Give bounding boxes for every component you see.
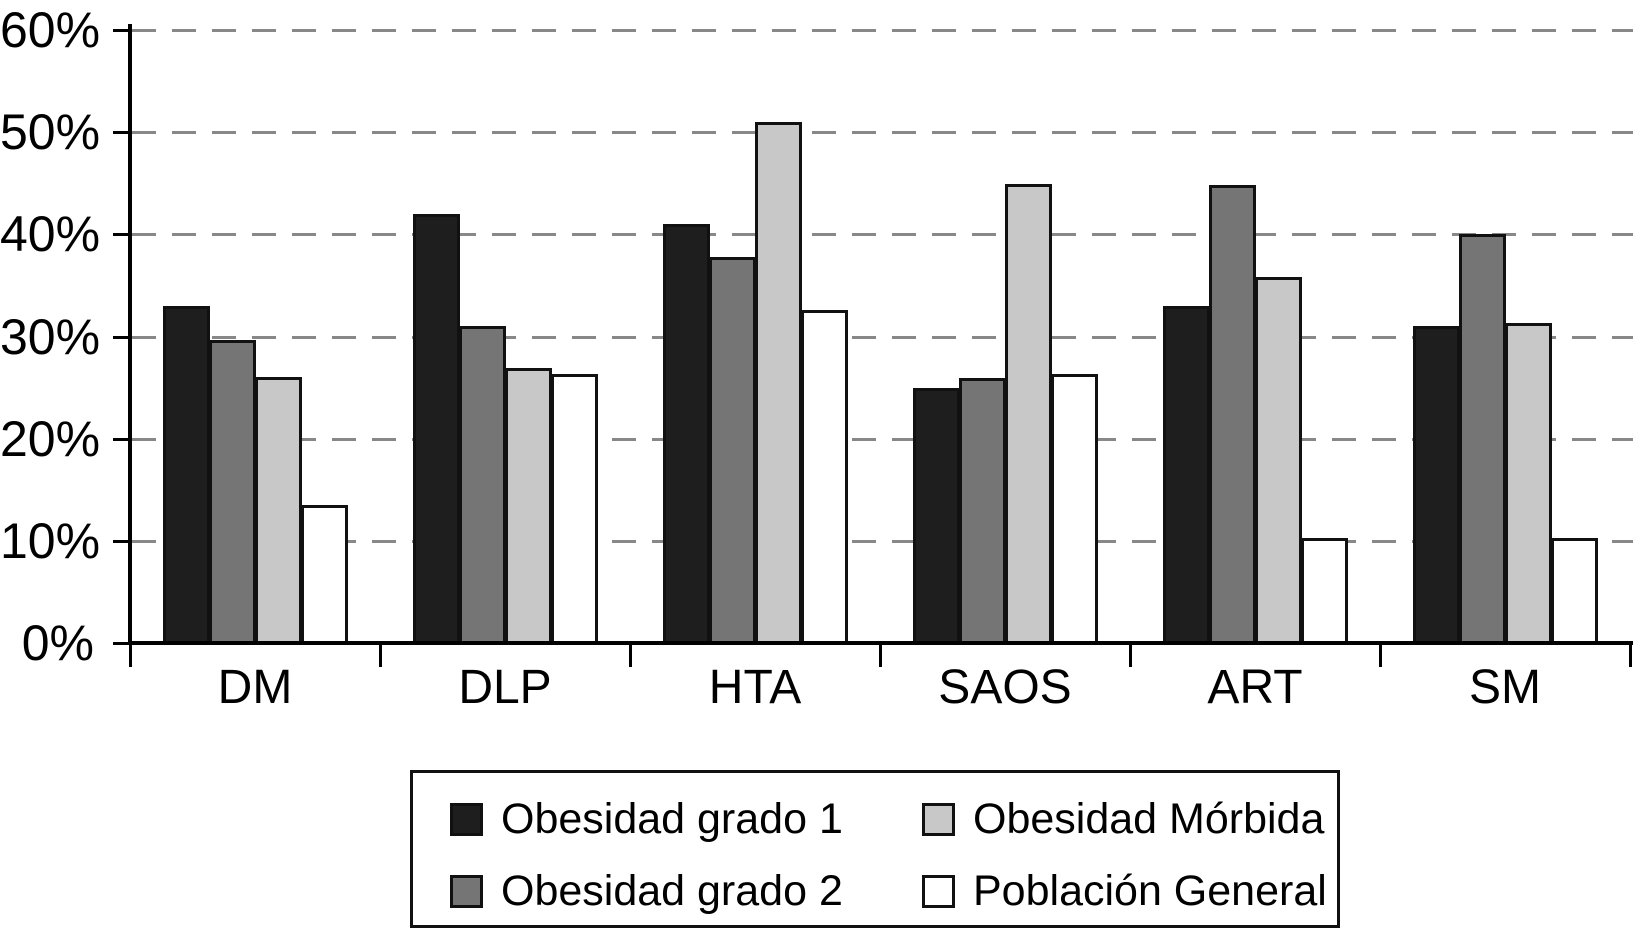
legend-swatch-icon — [922, 874, 955, 908]
bar-ART-series1 — [1163, 306, 1210, 645]
x-axis-label-ART: ART — [1207, 661, 1303, 714]
gridline-60 — [132, 29, 1633, 32]
bar-DLP-series4 — [551, 374, 598, 645]
bar-ART-series4 — [1301, 538, 1348, 645]
x-axis-label-SM: SM — [1469, 661, 1541, 714]
y-axis-label: 40% — [0, 206, 101, 263]
y-axis-label: 50% — [0, 104, 101, 161]
bar-SM-series1 — [1413, 326, 1460, 645]
x-tick — [1379, 643, 1382, 667]
y-tick — [113, 131, 131, 135]
bar-DM-series1 — [163, 306, 210, 645]
legend-swatch-icon — [922, 802, 955, 836]
x-axis-label-DLP: DLP — [458, 661, 552, 714]
bar-DM-series2 — [209, 340, 256, 645]
legend-item-1: Obesidad grado 1 — [450, 793, 843, 845]
bar-SAOS-series1 — [913, 388, 960, 645]
x-tick — [1129, 643, 1132, 667]
legend-item-2: Obesidad grado 2 — [450, 865, 843, 917]
bar-SM-series2 — [1459, 234, 1506, 645]
x-axis-label-SAOS: SAOS — [938, 661, 1072, 714]
y-tick — [113, 539, 131, 543]
gridline-50 — [132, 131, 1633, 135]
x-tick — [629, 643, 632, 667]
bar-HTA-series1 — [663, 224, 710, 645]
bar-ART-series3 — [1255, 277, 1302, 645]
y-axis-label: 30% — [0, 308, 101, 365]
y-axis-line — [128, 24, 132, 645]
legend-label: Obesidad grado 2 — [501, 866, 843, 915]
legend-swatch-icon — [450, 802, 483, 836]
bar-SAOS-series3 — [1005, 184, 1052, 645]
legend-item-4: Población General — [922, 865, 1327, 917]
x-tick — [379, 643, 382, 667]
bar-DLP-series1 — [413, 214, 460, 645]
bar-SM-series3 — [1505, 323, 1552, 645]
y-tick — [113, 29, 131, 32]
bar-SAOS-series2 — [959, 378, 1006, 645]
bar-HTA-series3 — [755, 122, 802, 645]
y-tick — [113, 642, 131, 645]
y-axis-label: 20% — [0, 410, 101, 467]
bar-HTA-series4 — [801, 310, 848, 645]
gridline-40 — [132, 233, 1633, 237]
legend-label: Población General — [973, 866, 1327, 915]
bar-HTA-series2 — [709, 257, 756, 645]
y-axis-label: 10% — [0, 512, 101, 569]
x-tick — [879, 643, 882, 667]
y-axis-label: 60% — [0, 2, 101, 58]
legend-item-3: Obesidad Mórbida — [922, 793, 1324, 845]
gridline-10 — [132, 539, 1633, 543]
x-tick — [129, 643, 132, 667]
bar-DM-series4 — [301, 505, 348, 645]
x-axis-label-DM: DM — [217, 661, 293, 714]
x-tick — [1629, 643, 1632, 667]
y-tick — [113, 233, 131, 237]
legend-swatch-icon — [450, 874, 483, 908]
gridline-20 — [132, 437, 1633, 441]
bar-SM-series4 — [1551, 538, 1598, 645]
y-tick — [113, 437, 131, 441]
y-axis-label: 0% — [21, 615, 94, 671]
legend: Obesidad grado 1 Obesidad grado 2 Obesidad… — [410, 770, 1340, 928]
gridline-30 — [132, 335, 1633, 339]
bar-ART-series2 — [1209, 185, 1256, 645]
legend-label: Obesidad Mórbida — [973, 794, 1325, 843]
y-tick — [113, 335, 131, 339]
bar-DLP-series2 — [459, 326, 506, 645]
legend-label: Obesidad grado 1 — [501, 794, 843, 843]
bar-SAOS-series4 — [1051, 374, 1098, 645]
bar-DLP-series3 — [505, 368, 552, 645]
bar-DM-series3 — [255, 377, 302, 645]
x-axis-label-HTA: HTA — [708, 661, 802, 714]
